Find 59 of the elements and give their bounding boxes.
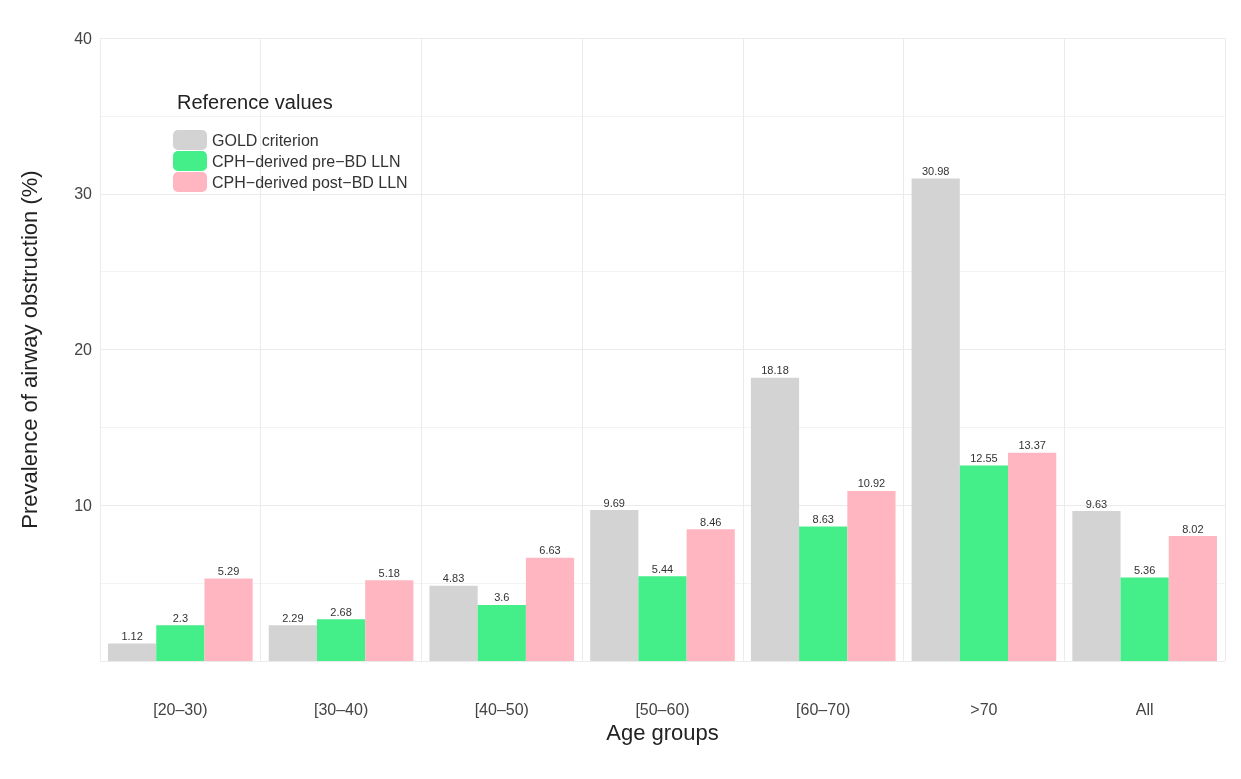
bar (1120, 577, 1169, 661)
data-label: 8.63 (812, 513, 834, 526)
bar (750, 377, 800, 661)
bar (365, 580, 414, 661)
y-tick-label: 10 (74, 496, 93, 514)
bar (429, 585, 478, 661)
y-tick-label: 20 (74, 341, 93, 358)
data-label: 8.46 (700, 515, 722, 528)
data-label: 5.44 (651, 562, 674, 575)
x-tick-label: [40–50) (474, 700, 529, 718)
bar (156, 625, 205, 661)
data-label: 9.69 (603, 496, 625, 509)
data-label: 8.02 (1182, 522, 1204, 535)
data-label: 2.29 (282, 611, 304, 624)
x-tick-label: [30–40) (313, 700, 369, 718)
legend-label: CPH−derived post−BD LLN (212, 173, 408, 191)
data-label: 5.29 (217, 565, 240, 578)
legend-label: CPH−derived pre−BD LLN (212, 152, 401, 170)
y-tick-label: 40 (74, 29, 93, 47)
bar (1072, 511, 1121, 661)
data-label: 3.6 (494, 591, 510, 604)
bar (525, 557, 575, 661)
bar (911, 178, 960, 661)
bar (1008, 452, 1057, 661)
bar (959, 465, 1009, 661)
data-label: 5.18 (378, 566, 400, 579)
data-label: 10.92 (857, 477, 886, 490)
legend-title: Reference values (177, 91, 333, 113)
bar (316, 619, 366, 661)
y-axis-title: Prevalence of airway obstruction (%) (16, 170, 42, 529)
x-tick-label: [50–60) (635, 700, 690, 718)
bar (590, 510, 639, 661)
bar (268, 625, 317, 661)
x-tick-label: [60–70) (796, 700, 851, 718)
bar (799, 526, 848, 661)
y-tick-label: 30 (74, 185, 93, 203)
data-label: 5.36 (1133, 564, 1156, 577)
x-tick-label: >70 (970, 700, 998, 718)
bar (108, 643, 157, 661)
legend-label: GOLD criterion (212, 131, 319, 149)
data-label: 13.37 (1018, 439, 1046, 452)
x-tick-label: [20–30) (153, 700, 208, 718)
data-label: 4.83 (442, 572, 465, 585)
data-label: 2.3 (172, 611, 189, 624)
bar (686, 529, 735, 661)
bar (477, 604, 526, 661)
data-label: 1.12 (121, 630, 143, 643)
x-tick-label: All (1135, 700, 1154, 718)
data-label: 9.63 (1085, 497, 1108, 510)
data-label: 2.68 (330, 605, 352, 618)
data-label: 6.63 (539, 544, 561, 557)
x-axis-title: Age groups (606, 720, 719, 746)
bar (204, 578, 253, 661)
data-label: 12.55 (970, 452, 998, 465)
data-label: 30.98 (921, 164, 950, 177)
bar (638, 576, 687, 661)
bar (847, 490, 896, 661)
bar (1168, 536, 1217, 661)
data-label: 18.18 (761, 364, 789, 377)
